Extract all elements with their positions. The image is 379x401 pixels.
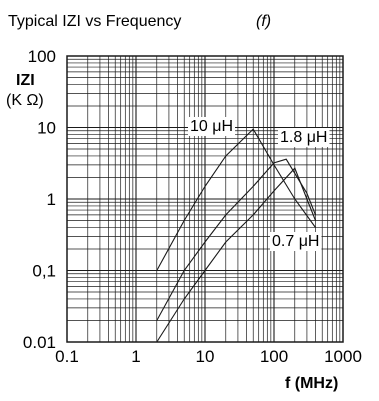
y-tick-labels: 0.01 0,1 1 10 100 bbox=[23, 47, 56, 352]
series-label-bg-2 bbox=[270, 232, 322, 251]
y-axis-label: IZI bbox=[16, 72, 35, 89]
plot-frame bbox=[66, 55, 344, 343]
y-tick-label: 1 bbox=[47, 190, 56, 209]
chart-title-symbol: (f) bbox=[256, 13, 271, 30]
series-line-0 bbox=[156, 128, 316, 271]
x-tick-labels: 0.1 1 10 100 1000 bbox=[55, 347, 362, 366]
y-tick-label: 0,1 bbox=[32, 262, 56, 281]
x-tick-label: 100 bbox=[260, 347, 288, 366]
grid bbox=[67, 56, 343, 342]
y-tick-label: 10 bbox=[37, 119, 56, 138]
y-tick-label: 0.01 bbox=[23, 333, 56, 352]
x-axis-label: f (MHz) bbox=[285, 375, 338, 392]
chart-title: Typical IZI vs Frequency bbox=[8, 13, 181, 30]
x-tick-label: 1 bbox=[131, 347, 140, 366]
series-label-bg-1 bbox=[278, 128, 330, 147]
series-label-2: 0.7 μH bbox=[272, 233, 319, 250]
series-label-bg-0 bbox=[188, 117, 236, 136]
series-labels: 10 μH 1.8 μH 0.7 μH bbox=[188, 117, 330, 251]
series-label-0: 10 μH bbox=[190, 118, 233, 135]
series-group bbox=[156, 128, 317, 343]
y-axis-unit: (K Ω) bbox=[6, 92, 44, 109]
series-label-1: 1.8 μH bbox=[280, 129, 327, 146]
x-tick-label: 1000 bbox=[324, 347, 362, 366]
x-tick-label: 0.1 bbox=[55, 347, 79, 366]
x-tick-label: 10 bbox=[196, 347, 215, 366]
series-line-2 bbox=[156, 167, 317, 343]
y-tick-label: 100 bbox=[28, 47, 56, 66]
